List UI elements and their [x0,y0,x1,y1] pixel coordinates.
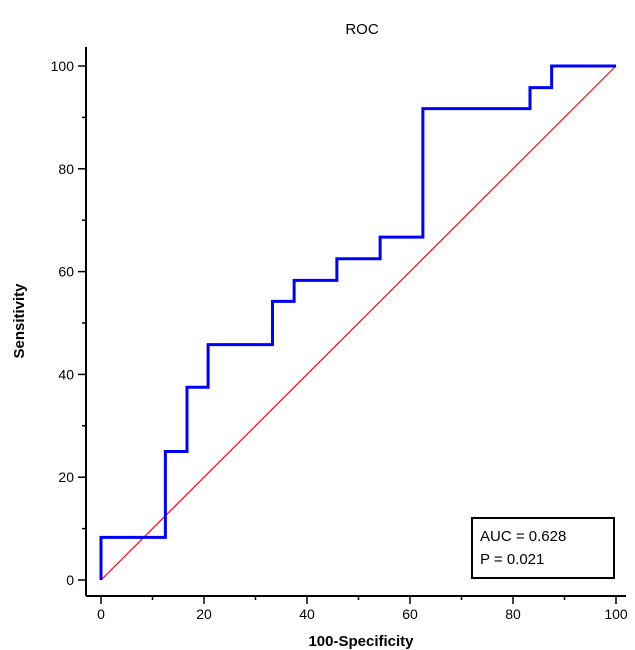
x-tick-label: 40 [299,606,315,622]
p-value: P = 0.021 [480,551,544,568]
y-tick-label: 40 [58,366,74,382]
y-tick-label: 0 [66,572,74,588]
x-tick-label: 0 [97,606,105,622]
annotation-frame [471,517,615,579]
y-tick-label: 100 [51,58,75,74]
y-axis-label: Sensitivity [11,283,28,359]
x-axis-label: 100-Specificity [308,633,414,650]
x-tick-label: 100 [604,606,628,622]
series-layer [99,64,617,581]
y-tick-label: 60 [58,264,74,280]
chart-title: ROC [345,21,379,38]
y-tick-label: 80 [58,161,74,177]
auc-value: AUC = 0.628 [480,528,566,545]
x-tick-label: 20 [196,606,212,622]
y-tick-label: 20 [58,469,74,485]
x-tick-label: 80 [505,606,521,622]
auc-annotation-box: AUC = 0.628 P = 0.021 [471,517,615,579]
roc-curve-line [99,64,616,580]
x-tick-label: 60 [402,606,418,622]
reference-diagonal-line [100,65,617,581]
axes: 0 20 40 60 80 100 0 20 40 60 80 100 [51,47,628,622]
